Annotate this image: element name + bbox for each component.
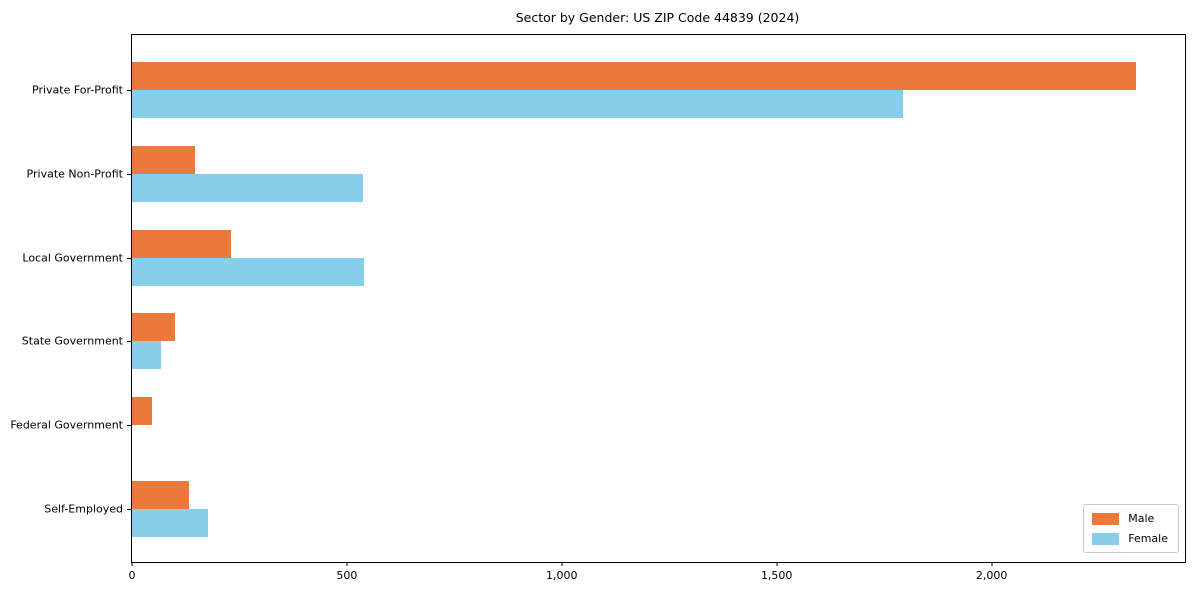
bar-male-state-government (132, 313, 175, 342)
y-tick-private-for-profit (127, 90, 131, 91)
x-label-0: 0 (128, 569, 136, 582)
y-label-private-for-profit: Private For-Profit (32, 83, 123, 97)
bar-female-private-for-profit (132, 90, 904, 118)
y-tick-state-government (127, 341, 131, 343)
plot-area: Male Female Private For-Profit Private Non… (10, 34, 1186, 582)
bar-male-private-for-profit (132, 62, 1137, 90)
x-label-2000: 2,000 (975, 569, 1008, 582)
x-tick-1500 (776, 562, 778, 566)
y-tick-local-government (127, 257, 131, 259)
bar-male-federal-government (132, 397, 153, 426)
bar-male-local-government (132, 229, 231, 258)
y-label-state-government: State Government (21, 334, 123, 348)
x-tick-2000 (991, 562, 993, 566)
y-label-self-employed: Self-Employed (44, 502, 123, 516)
legend-label-female: Female (1128, 532, 1168, 545)
bar-male-private-non-profit (132, 145, 195, 174)
y-tick-private-non-profit (127, 173, 131, 175)
legend-row-female: Female (1092, 532, 1168, 545)
bar-female-private-non-profit (132, 173, 363, 202)
chart-title: Sector by Gender: US ZIP Code 44839 (202… (515, 10, 800, 25)
legend-label-male: Male (1128, 512, 1155, 525)
legend-swatch-female (1092, 532, 1120, 545)
y-label-private-non-profit: Private Non-Profit (26, 167, 123, 181)
x-label-500: 500 (336, 569, 358, 582)
x-label-1500: 1,500 (760, 569, 793, 582)
bar-female-local-government (132, 257, 365, 286)
bar-female-self-employed (132, 509, 209, 537)
legend-row-male: Male (1092, 512, 1168, 525)
bar-male-self-employed (132, 481, 190, 509)
x-tick-500 (346, 562, 348, 566)
y-label-local-government: Local Government (22, 251, 123, 265)
y-label-federal-government: Federal Government (10, 418, 123, 432)
bar-female-state-government (132, 341, 161, 370)
y-tick-self-employed (127, 509, 131, 510)
x-tick-1000 (561, 562, 563, 566)
legend-swatch-male (1092, 512, 1120, 525)
legend: Male Female (1083, 504, 1179, 553)
x-label-1000: 1,000 (546, 569, 578, 582)
y-tick-federal-government (127, 425, 131, 427)
x-tick-0 (131, 562, 133, 566)
